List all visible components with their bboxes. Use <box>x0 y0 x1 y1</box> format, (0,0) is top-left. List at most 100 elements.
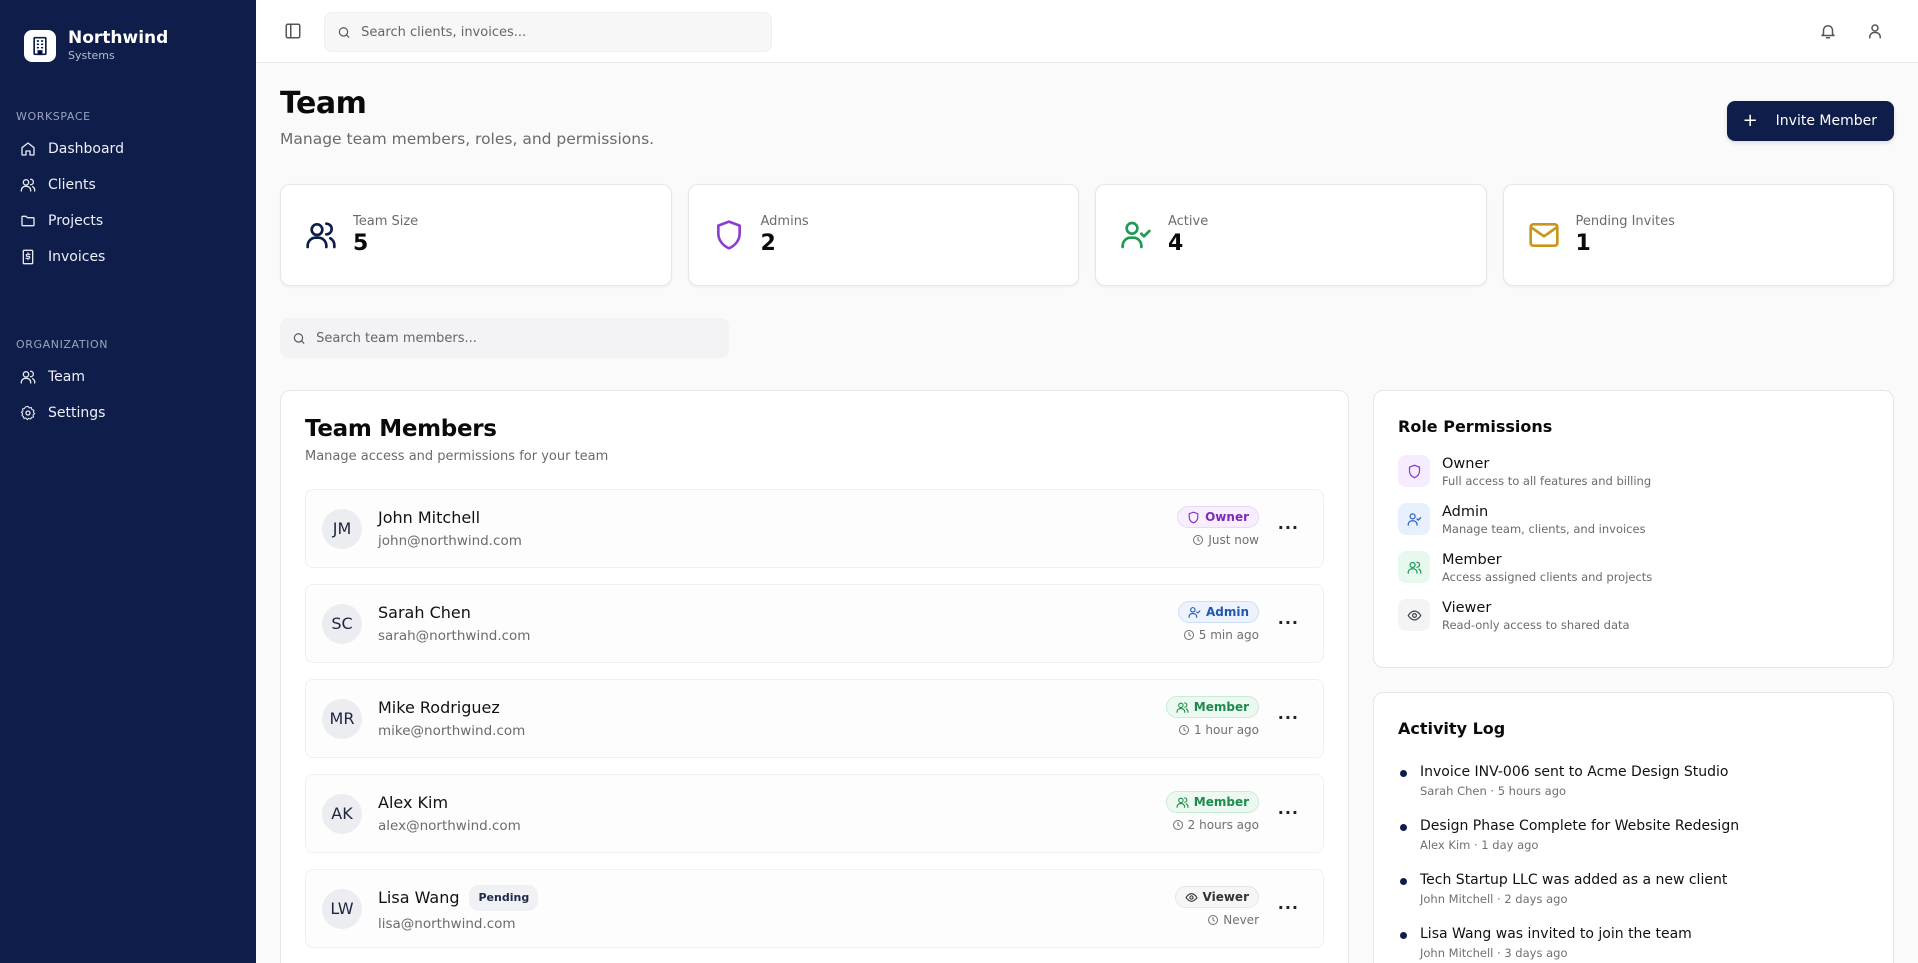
member-row[interactable]: SC Sarah Chen sarah@northwind.com Admin … <box>305 584 1324 663</box>
member-name: Mike Rodriguez <box>378 697 500 717</box>
role-badge-owner: Owner <box>1177 506 1259 528</box>
role-label: Member <box>1193 700 1249 714</box>
more-options-button[interactable]: ··· <box>1277 898 1299 917</box>
global-search[interactable] <box>324 12 772 52</box>
activity-text: Invoice INV-006 sent to Acme Design Stud… <box>1420 764 1729 780</box>
brand-subtitle: Systems <box>68 49 115 62</box>
nav-section-workspace: Workspace Dashboard Clients Projects Inv… <box>0 110 256 275</box>
activity-meta: Sarah Chen · 5 hours ago <box>1420 784 1567 798</box>
activity-entry: Invoice INV-006 sent to Acme Design Stud… <box>1398 763 1869 817</box>
sidebar: Northwind Systems Workspace Dashboard Cl… <box>0 0 256 963</box>
sidebar-item-label: Clients <box>48 177 96 193</box>
sidebar-item-label: Invoices <box>48 249 106 265</box>
stat-value: 1 <box>1575 231 1591 256</box>
user-check-icon <box>1188 606 1201 619</box>
card-title: Activity Log <box>1398 719 1506 738</box>
member-row[interactable]: LW Lisa Wang Pending lisa@northwind.com … <box>305 869 1324 948</box>
member-list: JM John Mitchell john@northwind.com Owne… <box>305 489 1324 948</box>
shield-icon <box>713 219 745 251</box>
more-options-button[interactable]: ··· <box>1277 613 1299 632</box>
member-email: alex@northwind.com <box>378 817 521 834</box>
permission-admin: Admin Manage team, clients, and invoices <box>1398 503 1869 551</box>
avatar: MR <box>322 698 362 739</box>
nav-section-organization: Organization Team Settings <box>0 338 256 431</box>
users-icon <box>1398 551 1430 583</box>
member-row[interactable]: AK Alex Kim alex@northwind.com Member 2 … <box>305 774 1324 853</box>
permission-owner: Owner Full access to all features and bi… <box>1398 455 1869 503</box>
role-badge-admin: Admin <box>1177 601 1259 623</box>
plus-icon: + <box>1742 110 1758 131</box>
bullet-dot-icon <box>1400 932 1407 939</box>
users-icon <box>1176 796 1189 809</box>
more-options-button[interactable]: ··· <box>1277 803 1299 822</box>
eye-icon <box>1398 599 1430 631</box>
stat-value: 2 <box>760 231 776 256</box>
last-active: 5 min ago <box>1183 628 1259 642</box>
member-search-input[interactable] <box>316 330 729 346</box>
clock-icon <box>1192 534 1204 546</box>
member-row[interactable]: MR Mike Rodriguez mike@northwind.com Mem… <box>305 679 1324 758</box>
member-email: mike@northwind.com <box>378 722 526 739</box>
last-active: 1 hour ago <box>1178 723 1259 737</box>
role-description: Read-only access to shared data <box>1442 618 1630 632</box>
role-badge-member: Member <box>1165 791 1259 813</box>
sidebar-item-settings[interactable]: Settings <box>8 395 248 431</box>
global-search-input[interactable] <box>361 24 771 40</box>
role-label: Admin <box>1205 605 1249 619</box>
page-subtitle: Manage team members, roles, and permissi… <box>280 130 655 148</box>
invite-member-button[interactable]: + Invite Member <box>1726 101 1894 141</box>
gear-icon <box>20 405 36 421</box>
last-active-text: 1 hour ago <box>1193 723 1259 737</box>
more-options-button[interactable]: ··· <box>1277 518 1299 537</box>
role-description: Manage team, clients, and invoices <box>1442 522 1646 536</box>
last-active-text: 2 hours ago <box>1187 818 1259 832</box>
last-active-text: Just now <box>1208 533 1259 547</box>
activity-entry: Lisa Wang was invited to join the team J… <box>1398 925 1869 963</box>
card-title: Role Permissions <box>1398 417 1553 436</box>
member-row[interactable]: JM John Mitchell john@northwind.com Owne… <box>305 489 1324 568</box>
card-subtitle: Manage access and permissions for your t… <box>305 449 609 464</box>
activity-meta: John Mitchell · 2 days ago <box>1420 892 1568 906</box>
activity-log-card: Activity Log Invoice INV-006 sent to Acm… <box>1373 692 1894 963</box>
sidebar-item-invoices[interactable]: Invoices <box>8 239 248 275</box>
role-label: Viewer <box>1202 890 1249 904</box>
main-content: Team Manage team members, roles, and per… <box>256 64 1918 963</box>
user-check-icon <box>1120 219 1152 251</box>
more-options-button[interactable]: ··· <box>1277 708 1299 727</box>
activity-text: Tech Startup LLC was added as a new clie… <box>1420 872 1728 888</box>
role-name: Owner <box>1442 456 1490 472</box>
eye-icon <box>1185 891 1198 904</box>
avatar: JM <box>322 508 362 549</box>
permission-member: Member Access assigned clients and proje… <box>1398 551 1869 599</box>
member-name: Lisa Wang <box>378 887 460 907</box>
user-check-icon <box>1398 503 1430 535</box>
sidebar-item-team[interactable]: Team <box>8 359 248 395</box>
team-icon <box>20 369 36 385</box>
role-name: Member <box>1442 552 1502 568</box>
stat-label: Admins <box>760 214 809 229</box>
sidebar-item-projects[interactable]: Projects <box>8 203 248 239</box>
member-name: Sarah Chen <box>378 602 471 622</box>
stat-value: 4 <box>1168 231 1184 256</box>
sidebar-item-dashboard[interactable]: Dashboard <box>8 131 248 167</box>
sidebar-toggle-icon[interactable] <box>284 22 302 40</box>
topbar <box>256 0 1918 63</box>
clock-icon <box>1178 724 1190 736</box>
stat-label: Active <box>1168 214 1209 229</box>
activity-text: Design Phase Complete for Website Redesi… <box>1420 818 1740 834</box>
sidebar-item-label: Projects <box>48 213 104 229</box>
users-icon <box>1176 701 1189 714</box>
stat-label: Pending Invites <box>1575 214 1675 229</box>
brand-name: Northwind <box>68 28 169 48</box>
user-icon[interactable] <box>1866 22 1884 40</box>
sidebar-item-clients[interactable]: Clients <box>8 167 248 203</box>
stats-row: Team Size 5 Admins 2 Active 4 Pending In… <box>280 184 1894 286</box>
last-active-text: Never <box>1223 913 1259 927</box>
brand[interactable]: Northwind Systems <box>0 0 256 92</box>
member-email: lisa@northwind.com <box>378 915 516 932</box>
role-badge-member: Member <box>1165 696 1259 718</box>
role-name: Viewer <box>1442 600 1492 616</box>
member-search[interactable] <box>280 318 729 358</box>
last-active-text: 5 min ago <box>1198 628 1259 642</box>
bell-icon[interactable] <box>1819 22 1837 40</box>
